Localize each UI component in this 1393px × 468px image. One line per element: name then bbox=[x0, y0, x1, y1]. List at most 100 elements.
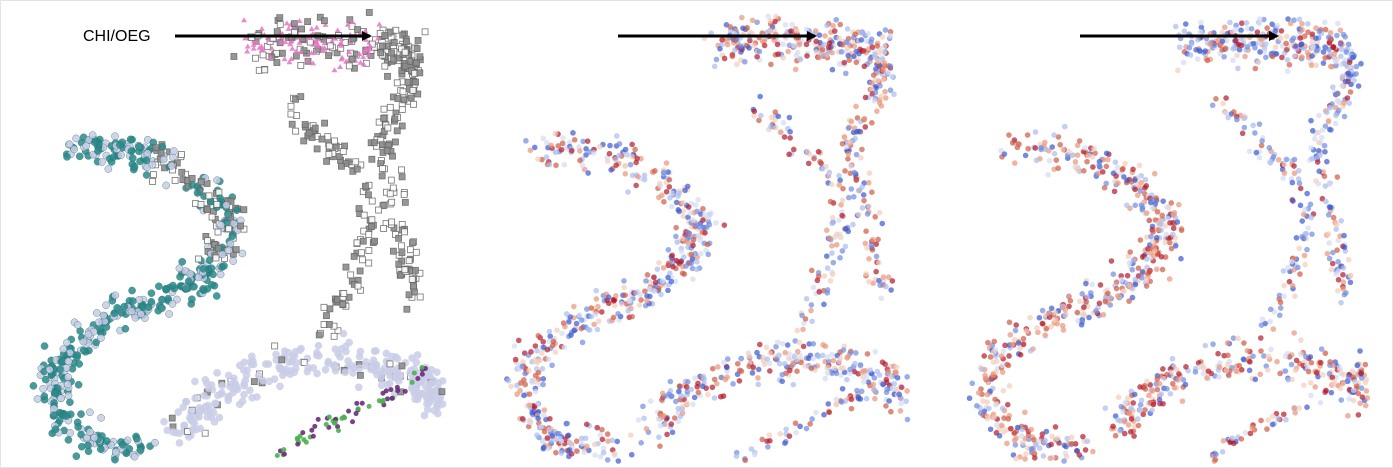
point bbox=[343, 58, 350, 64]
point bbox=[336, 353, 344, 361]
point bbox=[1124, 272, 1131, 279]
point bbox=[597, 432, 604, 438]
point bbox=[399, 31, 407, 39]
point bbox=[854, 128, 860, 135]
point bbox=[1270, 153, 1277, 160]
point bbox=[548, 142, 554, 149]
point bbox=[685, 204, 692, 210]
point bbox=[333, 49, 341, 57]
point bbox=[878, 295, 885, 302]
point bbox=[852, 360, 858, 367]
point bbox=[304, 363, 313, 372]
point bbox=[1009, 341, 1015, 348]
point bbox=[787, 135, 793, 141]
point bbox=[331, 67, 338, 73]
point bbox=[325, 142, 333, 150]
point bbox=[673, 398, 679, 405]
point bbox=[384, 396, 390, 402]
point bbox=[1126, 410, 1133, 416]
point bbox=[1325, 231, 1332, 237]
point bbox=[1110, 271, 1117, 278]
point bbox=[794, 27, 800, 34]
point bbox=[583, 421, 590, 428]
point bbox=[684, 400, 690, 406]
point bbox=[56, 416, 64, 425]
point bbox=[875, 58, 881, 64]
point bbox=[573, 320, 580, 327]
point bbox=[999, 362, 1006, 369]
point bbox=[1347, 279, 1354, 286]
point bbox=[86, 408, 94, 417]
point bbox=[1282, 368, 1289, 374]
point bbox=[381, 62, 389, 70]
point bbox=[824, 287, 831, 293]
point bbox=[424, 385, 433, 394]
point bbox=[224, 396, 233, 405]
point bbox=[522, 381, 529, 388]
point bbox=[736, 378, 743, 384]
point bbox=[1135, 422, 1142, 429]
point bbox=[718, 374, 724, 381]
point bbox=[1264, 25, 1270, 31]
point bbox=[1075, 318, 1081, 324]
point bbox=[1142, 407, 1148, 413]
point bbox=[170, 147, 178, 155]
point bbox=[751, 42, 757, 49]
point bbox=[568, 147, 575, 154]
point bbox=[609, 437, 616, 444]
point bbox=[1183, 364, 1189, 370]
point bbox=[408, 275, 416, 283]
point bbox=[741, 58, 748, 65]
point bbox=[1128, 405, 1134, 412]
point bbox=[1135, 416, 1141, 422]
point bbox=[56, 365, 64, 373]
point bbox=[1082, 447, 1089, 453]
point bbox=[1048, 323, 1054, 330]
point bbox=[1099, 169, 1106, 175]
point bbox=[535, 369, 542, 376]
point bbox=[667, 195, 673, 201]
point bbox=[759, 436, 766, 443]
point bbox=[244, 48, 251, 54]
point bbox=[311, 124, 319, 132]
point bbox=[1118, 277, 1125, 283]
point bbox=[998, 353, 1005, 359]
point bbox=[1348, 81, 1354, 88]
point bbox=[1355, 390, 1362, 397]
point bbox=[845, 156, 851, 162]
point bbox=[629, 141, 635, 148]
point bbox=[335, 424, 341, 430]
point bbox=[891, 91, 897, 98]
point bbox=[1120, 408, 1126, 415]
point bbox=[1081, 312, 1088, 318]
point bbox=[505, 377, 512, 384]
point bbox=[1340, 371, 1347, 378]
point bbox=[773, 13, 779, 20]
point bbox=[803, 295, 810, 302]
point bbox=[394, 370, 402, 378]
point bbox=[1322, 26, 1329, 33]
point bbox=[1362, 361, 1369, 368]
point bbox=[671, 415, 678, 421]
point bbox=[851, 169, 858, 176]
point bbox=[1252, 44, 1258, 51]
point bbox=[661, 198, 667, 205]
point bbox=[887, 87, 894, 94]
point bbox=[709, 365, 716, 372]
point bbox=[217, 221, 225, 229]
point bbox=[826, 235, 833, 241]
point bbox=[1322, 44, 1328, 50]
point bbox=[290, 352, 299, 360]
point bbox=[371, 237, 378, 245]
point bbox=[386, 190, 394, 198]
point bbox=[375, 35, 382, 41]
point bbox=[525, 423, 532, 430]
point bbox=[334, 27, 341, 33]
point bbox=[1289, 282, 1296, 289]
point bbox=[265, 377, 273, 386]
point bbox=[715, 364, 721, 370]
point bbox=[409, 86, 417, 94]
point bbox=[987, 426, 994, 433]
point bbox=[833, 16, 840, 23]
point bbox=[331, 361, 339, 369]
